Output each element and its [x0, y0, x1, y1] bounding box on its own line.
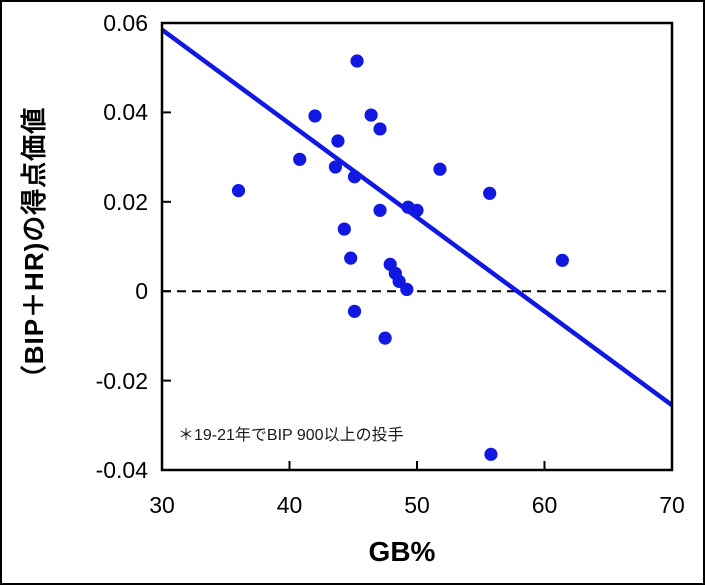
x-tick-label: 60: [531, 492, 558, 518]
data-point: [484, 447, 498, 461]
y-tick-label: 0: [135, 278, 148, 305]
data-point: [344, 251, 358, 265]
data-point: [347, 304, 362, 318]
y-tick-label: 0.02: [103, 188, 148, 215]
x-axis-title: GB%: [368, 536, 436, 567]
data-point: [337, 222, 351, 236]
data-point: [331, 134, 345, 148]
data-point: [400, 282, 414, 297]
data-point: [483, 186, 497, 200]
data-point: [347, 170, 362, 184]
data-point: [364, 108, 378, 122]
trend-line: [160, 27, 674, 407]
y-tick-label: 0.06: [103, 10, 148, 36]
data-point: [308, 109, 322, 123]
data-point: [410, 203, 424, 217]
data-point: [378, 331, 392, 345]
y-axis-title: （BIP＋HR)の得点価値: [19, 106, 49, 392]
data-point: [555, 253, 569, 267]
x-tick-label: 40: [276, 492, 303, 518]
plot-border: [160, 21, 674, 472]
data-point: [231, 184, 246, 198]
x-tick-label: 50: [404, 492, 430, 518]
data-point: [373, 122, 387, 136]
y-tick-label: 0.04: [103, 99, 148, 126]
y-tick-label: -0.02: [95, 367, 148, 394]
data-point: [328, 160, 342, 174]
data-point: [433, 162, 447, 176]
y-tick-label: -0.04: [95, 457, 148, 483]
data-point: [293, 152, 307, 166]
data-point: [350, 54, 364, 68]
chart-annotation: ＊19-21年でBIP 900以上の投手: [178, 427, 404, 444]
data-point: [373, 203, 387, 217]
x-tick-label: 70: [659, 492, 685, 518]
x-tick-label: 30: [149, 492, 175, 518]
